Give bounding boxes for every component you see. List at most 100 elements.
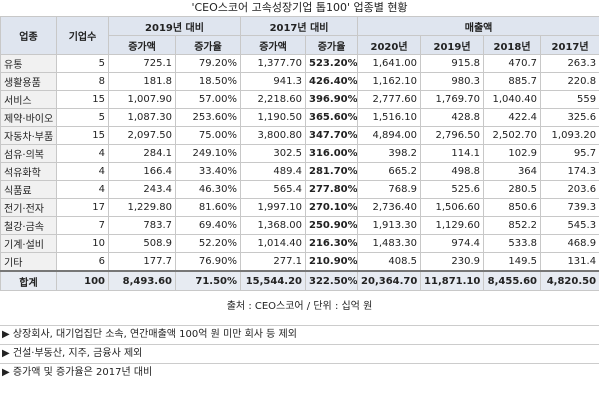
cell: 525.6 (420, 180, 485, 199)
cell: 739.3 (540, 198, 599, 217)
cell: 1,093.20 (540, 126, 599, 145)
cell: 210.90% (305, 252, 359, 272)
cell: 243.4 (108, 180, 176, 199)
cell: 1,913.30 (357, 216, 422, 235)
row: 식품료 4 243.4 46.30% 565.4 277.80% 768.9 525.6 280… (0, 180, 599, 199)
cell: 422.4 (483, 108, 542, 127)
subheader: 2017년 (540, 35, 599, 55)
row: 유통 5 725.1 79.20% 1,377.70 523.20% 1,641.00 915… (0, 54, 599, 73)
cell: 5 (56, 108, 109, 127)
header: 2019년 대비 (107, 16, 242, 36)
cell: 5 (56, 54, 109, 73)
cell: 523.20% (305, 54, 359, 73)
cell: 2,777.60 (357, 90, 422, 109)
cell: 284.1 (108, 144, 176, 163)
cell: 149.5 (483, 252, 542, 272)
cell: 식품료 (0, 180, 57, 199)
cell: 7 (56, 216, 109, 235)
subheader: 증가액 (108, 35, 176, 55)
cell: 2,502.70 (483, 126, 542, 145)
cell: 322.50% (305, 270, 359, 291)
cell: 100 (56, 270, 109, 291)
cell: 347.70% (305, 126, 359, 145)
cell: 468.9 (540, 234, 599, 253)
cell: 4,894.00 (357, 126, 422, 145)
cell: 1,769.70 (420, 90, 485, 109)
cell: 249.10% (174, 144, 242, 163)
cell: 15 (56, 126, 109, 145)
cell: 181.8 (108, 72, 176, 91)
cell: 기계·설비 (0, 234, 57, 253)
cell: 1,014.40 (240, 234, 307, 253)
cell: 216.30% (305, 234, 359, 253)
cell: 1,190.50 (240, 108, 307, 127)
cell: 4 (56, 162, 109, 181)
cell: 980.3 (420, 72, 485, 91)
title: 'CEO스코어 고속성장기업 톱100' 업종별 현황 (191, 1, 408, 14)
cell: 364 (483, 162, 542, 181)
subheader: 2018년 (483, 35, 542, 55)
cell: 2,218.60 (240, 90, 307, 109)
cell: 166.4 (108, 162, 176, 181)
cell: 177.7 (108, 252, 176, 272)
row: 기타 6 177.7 76.90% 277.1 210.90% 408.5 230.9 149.… (0, 252, 599, 272)
cell: 4 (56, 180, 109, 199)
cell: 489.4 (240, 162, 307, 181)
cell: 1,162.10 (357, 72, 422, 91)
subheader: 증가율 (174, 35, 242, 55)
cell: 508.9 (108, 234, 176, 253)
subheader: 증가액 (240, 35, 307, 55)
cell: 6 (56, 252, 109, 272)
subheader: 증가율 (305, 35, 359, 55)
cell: 81.60% (174, 198, 242, 217)
cell: 396.90% (305, 90, 359, 109)
row: 철강·금속 7 783.7 69.40% 1,368.00 250.90% 1,913.30… (0, 216, 599, 235)
cell: 850.6 (483, 198, 542, 217)
row: 자동차·부품 15 2,097.50 75.00% 3,800.80 347.70% 4,8… (0, 126, 599, 145)
cell: 498.8 (420, 162, 485, 181)
cell: 71.50% (174, 270, 242, 291)
cell: 230.9 (420, 252, 485, 272)
header: 기업수 (56, 16, 109, 55)
cell: 서비스 (0, 90, 57, 109)
cell: 10 (56, 234, 109, 253)
cell: 2,097.50 (108, 126, 176, 145)
cell: 4,820.50 (540, 270, 599, 291)
cell: 1,368.00 (240, 216, 307, 235)
cell: 1,040.40 (483, 90, 542, 109)
header: 매출액 (357, 16, 599, 36)
cell: 합계 (0, 270, 57, 291)
note: 건설·부동산, 지주, 금융사 제외 (0, 344, 599, 363)
cell: 220.8 (540, 72, 599, 91)
cell: 75.00% (174, 126, 242, 145)
cell: 280.5 (483, 180, 542, 199)
cell: 76.90% (174, 252, 242, 272)
cell: 250.90% (305, 216, 359, 235)
cell: 470.7 (483, 54, 542, 73)
cell: 1,641.00 (357, 54, 422, 73)
cell: 565.4 (240, 180, 307, 199)
cell: 365.60% (305, 108, 359, 127)
cell: 559 (540, 90, 599, 109)
cell: 533.8 (483, 234, 542, 253)
cell: 783.7 (108, 216, 176, 235)
cell: 유통 (0, 54, 57, 73)
cell: 915.8 (420, 54, 485, 73)
cell: 316.00% (305, 144, 359, 163)
cell: 885.7 (483, 72, 542, 91)
row: 기계·설비 10 508.9 52.20% 1,014.40 216.30% 1,483.3… (0, 234, 599, 253)
cell: 1,377.70 (240, 54, 307, 73)
header: 2017년 대비 (240, 16, 359, 36)
cell: 203.6 (540, 180, 599, 199)
cell: 79.20% (174, 54, 242, 73)
cell: 섬유·의복 (0, 144, 57, 163)
cell: 20,364.70 (357, 270, 422, 291)
cell: 941.3 (240, 72, 307, 91)
cell: 174.3 (540, 162, 599, 181)
cell: 57.00% (174, 90, 242, 109)
row: 생활용품 8 181.8 18.50% 941.3 426.40% 1,162.10 980.… (0, 72, 599, 91)
cell: 277.1 (240, 252, 307, 272)
cell: 277.80% (305, 180, 359, 199)
cell: 3,800.80 (240, 126, 307, 145)
note: 증가액 및 증가율은 2017년 대비 (0, 363, 599, 382)
